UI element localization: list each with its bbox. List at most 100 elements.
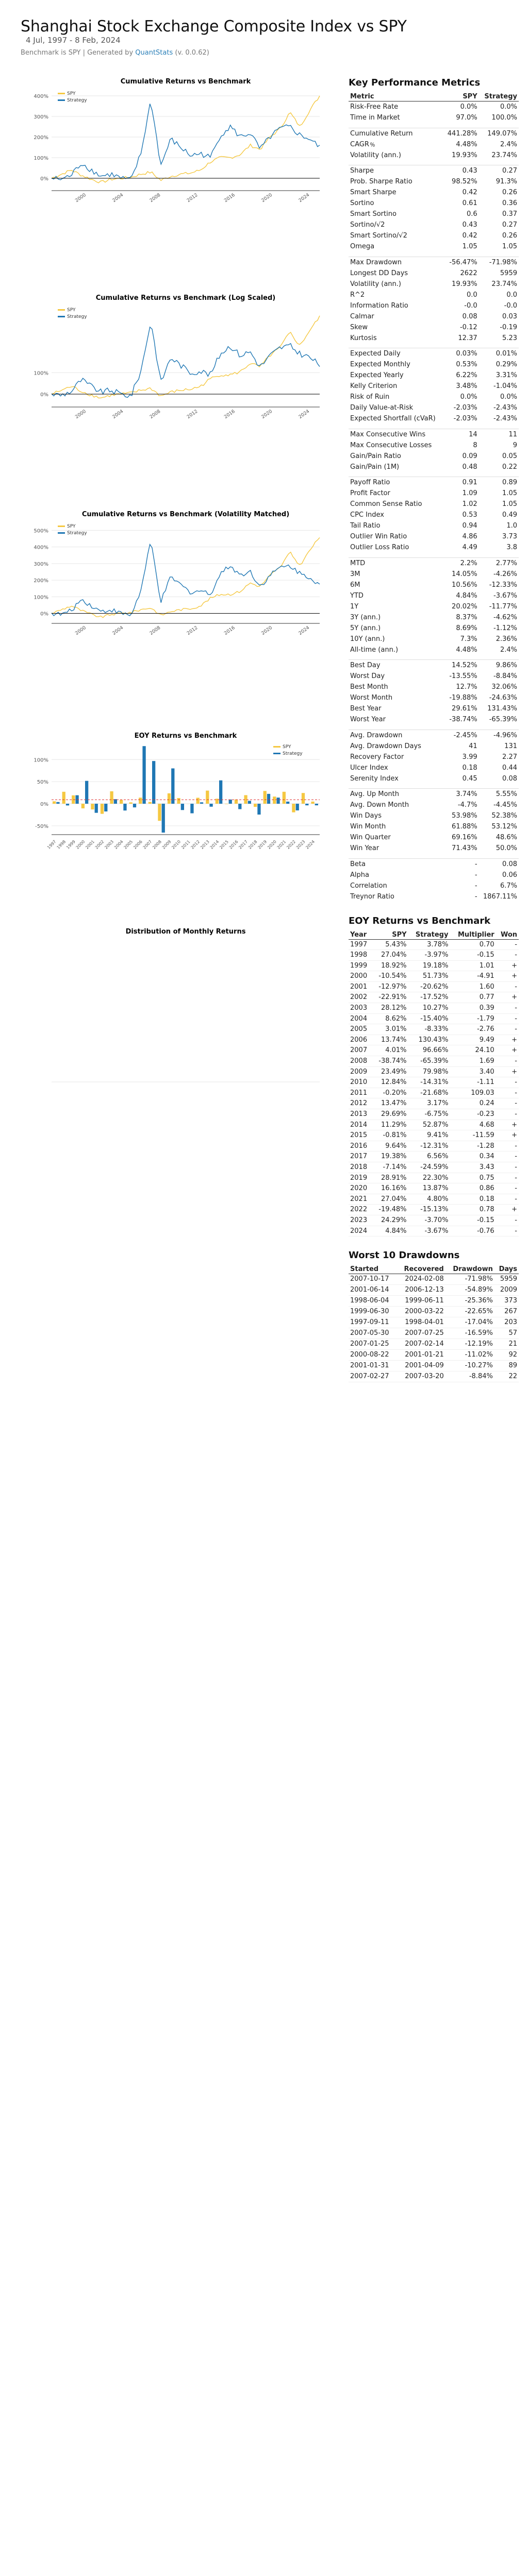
kpi-row: Smart Sharpe 0.42 0.26 [349, 187, 519, 198]
table-cell: 23.74% [491, 151, 517, 159]
table-cell: Sortino [350, 199, 374, 207]
x-tick-label: 2022 [286, 839, 296, 850]
table-cell: 4.84% [372, 1226, 408, 1237]
x-tick-label: 2016 [223, 193, 236, 204]
table-cell: 4.48% [456, 140, 477, 148]
chart-cumvol: Cumulative Returns vs Benchmark (Volatil… [34, 511, 320, 636]
eoy-row: 2016 9.64% -12.31% -1.28- [349, 1141, 519, 1152]
table-cell: CAGR﹪ [350, 140, 376, 148]
kpi-row: Gain/Pain (1M) 0.48 0.22 [349, 462, 519, 472]
table-cell: Volatility (ann.) [350, 280, 401, 288]
table-cell: CPC Index [350, 511, 384, 519]
table-cell: 3.74% [456, 790, 477, 798]
table-cell: 9 [513, 441, 517, 449]
table-cell: 0.77 [450, 992, 496, 1004]
x-tick-label: 2012 [186, 625, 199, 636]
table-cell: Gain/Pain (1M) [350, 463, 400, 471]
table-cell: 0.48 [462, 463, 477, 471]
kpi-row: Best Year 29.61% 131.43% [349, 703, 519, 714]
table-cell: R^2 [350, 291, 365, 299]
table-cell: Skew [350, 323, 368, 331]
table-cell: 1867.11% [483, 892, 517, 901]
kpi-row: Smart Sortino/√2 0.42 0.26 [349, 230, 519, 241]
table-cell: 2008 [349, 1056, 372, 1067]
kpi-row: Max Consecutive Losses 8 9 [349, 440, 519, 451]
kpi-row: Ulcer Index 0.18 0.44 [349, 762, 519, 773]
x-tick-label: 2002 [94, 839, 105, 850]
table-cell: -0.0 [464, 301, 477, 310]
eoy-row: 2002 -22.91% -17.52% 0.77 + [349, 992, 519, 1004]
kpi-row: 3Y (ann.) 8.37% -4.62% [349, 612, 519, 623]
y-tick-label: 0% [40, 176, 48, 182]
table-cell: 98.52% [452, 178, 477, 185]
table-cell: 24.29% [372, 1215, 408, 1226]
table-cell: 2005 [349, 1024, 372, 1035]
charts-column: Cumulative Returns vs Benchmark 0% 100% 200… [34, 78, 320, 1082]
y-tick-label: 100% [34, 370, 48, 376]
table-cell: 91.3% [496, 178, 517, 185]
table-cell: 8.37% [456, 613, 477, 621]
table-cell: 1.05 [502, 243, 517, 250]
x-tick-label: 2020 [260, 193, 273, 204]
table-cell: + [496, 1035, 519, 1046]
table-cell: 1.05 [462, 243, 477, 250]
table-cell: + [496, 1120, 519, 1131]
x-tick-label: 2011 [180, 839, 191, 850]
table-cell: All-time (ann.) [350, 646, 399, 654]
kpi-table: Metric SPY Strategy Risk-Free Rate 0.0% 0.0% T… [349, 92, 519, 902]
table-cell: 32.06% [491, 683, 517, 691]
table-cell: 2000-03-22 [396, 1306, 446, 1318]
x-tick-label: 2017 [238, 839, 249, 850]
table-cell: 2002 [349, 992, 372, 1004]
y-tick-label: 100% [34, 595, 48, 600]
table-cell: 1998-04-01 [396, 1317, 446, 1329]
kpi-row: Information Ratio -0.0 -0.0 [349, 300, 519, 311]
quantstats-link[interactable]: QuantStats [135, 49, 173, 57]
table-cell: 2014 [349, 1120, 372, 1131]
table-cell: -1.28 [450, 1141, 496, 1152]
table-cell: -8.84% [445, 1371, 494, 1383]
x-tick-label: 1997 [46, 839, 57, 850]
table-cell: Profit Factor [350, 489, 390, 497]
table-cell: -24.59% [408, 1162, 450, 1173]
x-tick-label: 2020 [260, 409, 273, 420]
table-cell: 20.02% [452, 602, 477, 611]
table-cell: 29.61% [452, 705, 477, 713]
legend-entry: Strategy [67, 314, 87, 319]
bar [81, 804, 85, 809]
table-cell: 0.70 [450, 939, 496, 951]
table-cell: 2007-02-14 [396, 1338, 446, 1350]
table-cell: 28.91% [372, 1173, 408, 1184]
table-cell: 3.78% [408, 939, 450, 951]
table-cell: -2.43% [493, 415, 517, 422]
kpi-row: MTD 2.2% 2.77% [349, 557, 519, 569]
row-separator [349, 160, 519, 165]
table-cell: 4.86 [462, 533, 477, 540]
table-cell: 0.03 [502, 312, 517, 320]
table-cell: 18.92% [372, 960, 408, 972]
table-cell: 71.43% [452, 844, 477, 852]
table-cell: -8.84% [493, 672, 517, 680]
kpi-row: 6M 10.56% -12.33% [349, 580, 519, 590]
eoy-row: 2023 24.29% -3.70% -0.15- [349, 1215, 519, 1226]
table-cell: 2.4% [500, 140, 517, 148]
bar [315, 804, 318, 806]
table-cell: 2007-01-25 [349, 1338, 397, 1350]
bar [91, 804, 94, 810]
table-cell: - [496, 1003, 519, 1014]
table-cell: - [496, 1194, 519, 1205]
table-cell: -4.96% [493, 731, 517, 739]
table-cell: 21 [494, 1338, 519, 1350]
table-cell: 1.05 [502, 489, 517, 497]
table-cell: Risk-Free Rate [350, 103, 399, 111]
table-cell: Worst Month [350, 694, 393, 702]
drawdown-row: 2001-06-14 2006-12-13 -54.89% 2009 [349, 1284, 519, 1296]
table-cell: Smart Sharpe [350, 189, 397, 196]
column-header: Started [349, 1265, 397, 1275]
table-cell: 16.16% [372, 1183, 408, 1194]
row-separator [349, 343, 519, 348]
column-header: Multiplier [450, 930, 496, 940]
chart-eoybar: EOY Returns vs Benchmark -50% 0% 50% 100% 199… [34, 732, 320, 850]
bar [305, 804, 309, 806]
bar [148, 802, 152, 804]
